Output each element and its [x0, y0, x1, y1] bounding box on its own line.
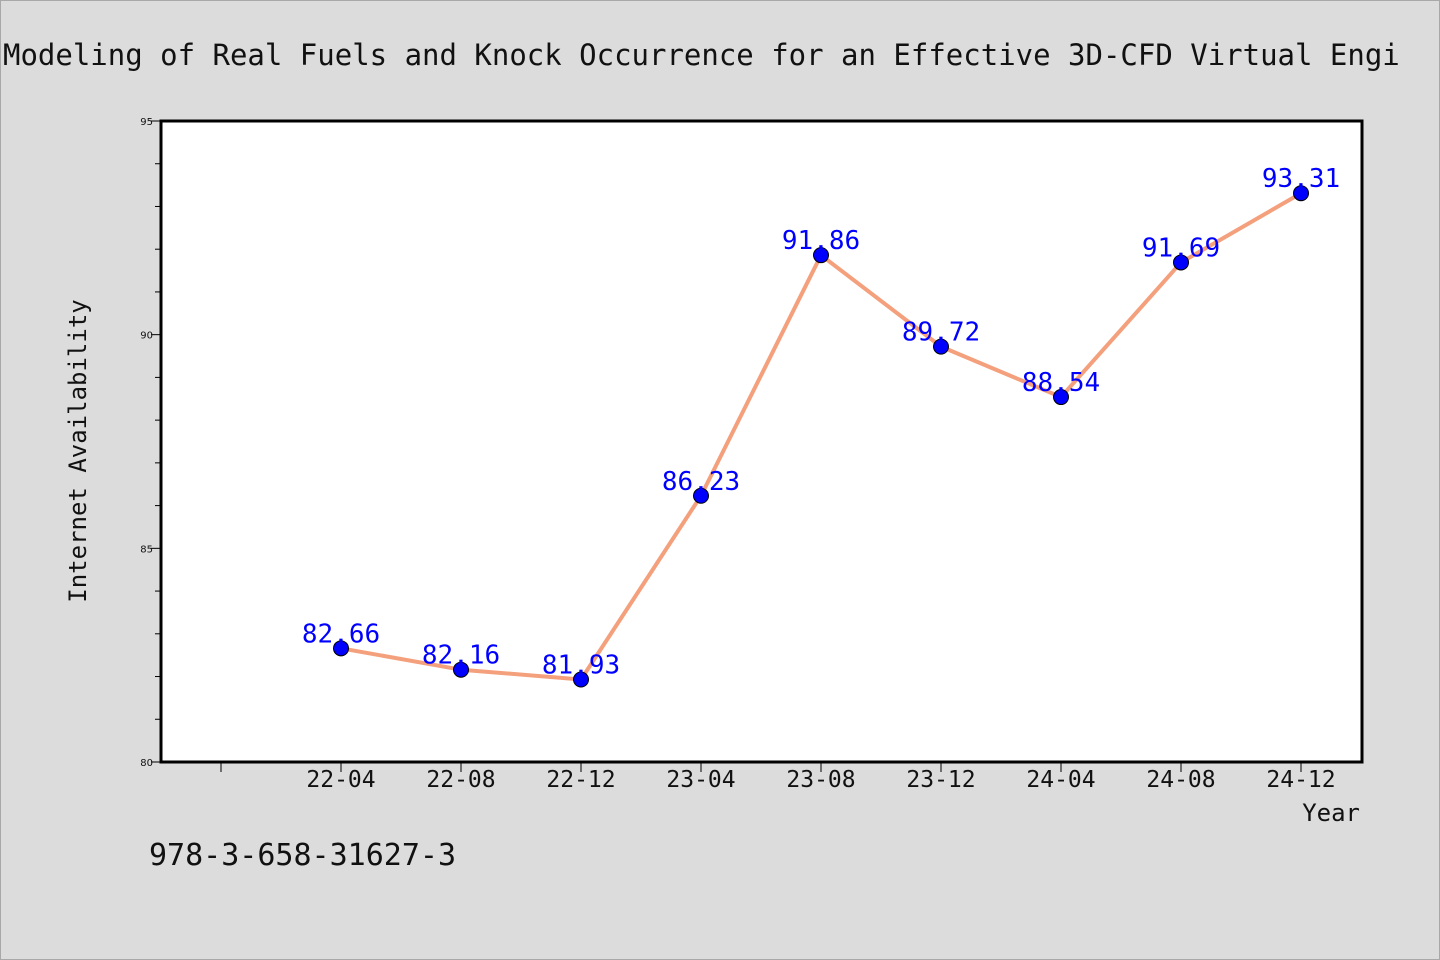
- x-tick-label: 22-12: [546, 767, 615, 793]
- y-axis-label: Internet Availability: [64, 299, 92, 602]
- y-tick-label: 85: [140, 544, 153, 555]
- data-label: 88.54: [1022, 368, 1100, 398]
- y-tick-label: 80: [140, 758, 153, 769]
- data-label: 89.72: [902, 318, 980, 348]
- y-tick-label: 95: [140, 117, 153, 128]
- y-tick-label: 90: [140, 331, 153, 342]
- data-label: 82.66: [302, 619, 380, 649]
- data-point-marker: [933, 338, 949, 355]
- isbn-footer: 978-3-658-31627-3: [149, 838, 456, 873]
- x-axis: 22-04 22-08 22-12 23-04 23-08 23-12 24-04 24-08…: [220, 762, 1336, 793]
- x-tick-label: 23-08: [786, 767, 855, 793]
- data-label: 91.86: [782, 226, 860, 256]
- x-tick-label: 24-12: [1266, 767, 1335, 793]
- series-markers: [333, 185, 1309, 688]
- data-label: 93.31: [1262, 164, 1340, 194]
- data-label: 81.93: [542, 651, 620, 681]
- data-labels: 82.66 82.16 81.93 86.23 91.86 89.72 88.54 91.69…: [302, 164, 1340, 680]
- data-point-marker: [813, 247, 829, 264]
- x-tick-label: 23-04: [666, 767, 735, 793]
- data-point-marker: [333, 640, 349, 657]
- data-label: 86.23: [662, 467, 740, 497]
- x-tick-label: 22-04: [306, 767, 375, 793]
- data-label: 91.69: [1142, 233, 1220, 263]
- x-axis-label: Year: [1302, 799, 1360, 827]
- x-tick-label: 24-04: [1026, 767, 1095, 793]
- x-tick-label: 23-12: [906, 767, 975, 793]
- x-tick-label: 22-08: [426, 767, 495, 793]
- x-tick-label: 24-08: [1146, 767, 1215, 793]
- data-point-marker: [453, 661, 469, 678]
- data-label: 82.16: [422, 641, 500, 671]
- data-point-marker: [573, 671, 589, 688]
- data-point-marker: [693, 487, 709, 504]
- data-point-marker: [1053, 389, 1069, 406]
- y-axis: 80 85 90 95: [140, 117, 161, 769]
- data-point-marker: [1293, 185, 1309, 202]
- chart-title: Modeling of Real Fuels and Knock Occurre…: [3, 38, 1400, 72]
- plot-area: [159, 119, 1364, 764]
- data-point-marker: [1173, 254, 1189, 271]
